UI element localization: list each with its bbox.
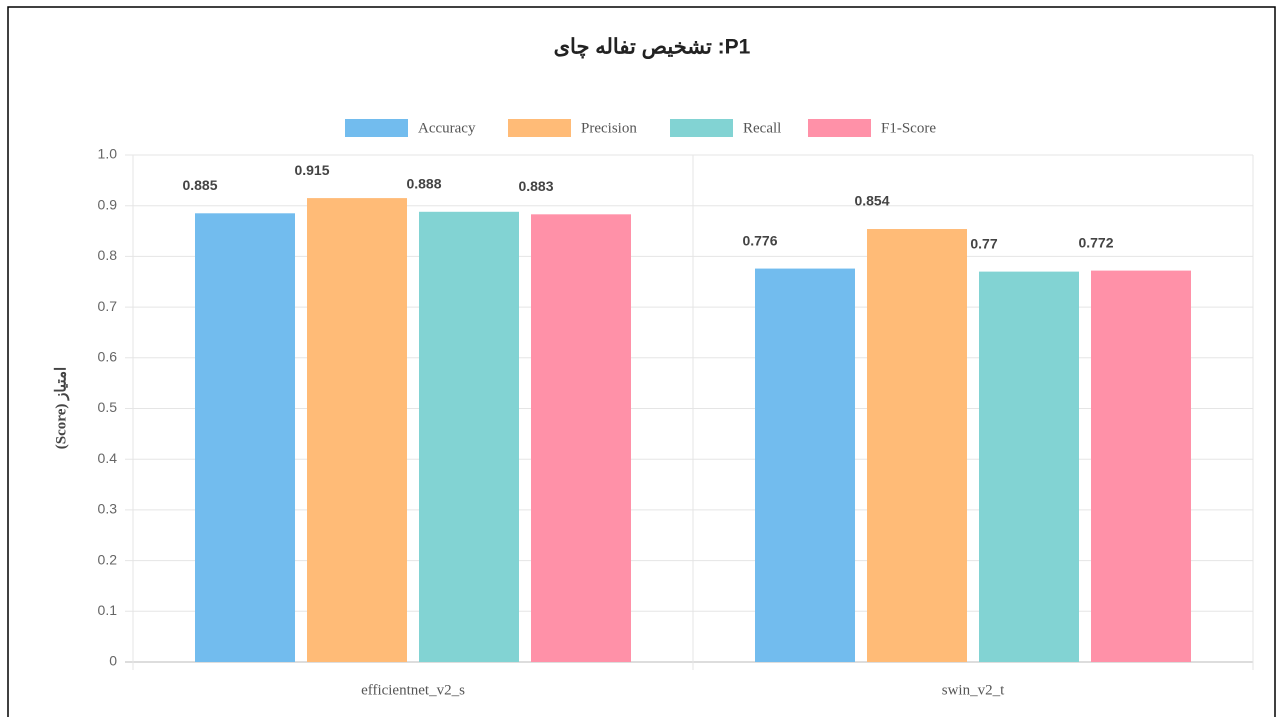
bar (307, 198, 407, 662)
y-tick-label: 0 (109, 653, 117, 669)
data-label: 0.888 (406, 175, 441, 191)
data-label: 0.915 (294, 162, 329, 178)
data-label: 0.772 (1078, 234, 1113, 250)
data-label: 0.77 (970, 235, 997, 251)
y-tick-label: 0.7 (98, 298, 118, 314)
legend-label: F1-Score (881, 120, 936, 136)
y-tick-label: 0.5 (98, 399, 118, 415)
bar (979, 271, 1079, 662)
y-tick-label: 0.1 (98, 602, 118, 618)
y-tick-label: 1.0 (98, 146, 118, 162)
bar (419, 211, 519, 662)
legend-label: Precision (581, 120, 637, 136)
y-axis-title: (Score) امتیاز (53, 367, 69, 449)
data-label: 0.885 (182, 177, 217, 193)
legend-label: Recall (743, 120, 781, 136)
data-label: 0.854 (854, 193, 889, 209)
y-tick-label: 0.4 (98, 450, 118, 466)
x-tick-label: swin_v2_t (942, 682, 1005, 698)
y-tick-label: 0.6 (98, 349, 118, 365)
y-tick-label: 0.8 (98, 247, 118, 263)
bar (1091, 270, 1191, 662)
x-tick-label: efficientnet_v2_s (361, 682, 465, 698)
legend-swatch (345, 119, 408, 137)
data-label: 0.883 (518, 178, 553, 194)
legend-swatch (808, 119, 871, 137)
y-tick-label: 0.3 (98, 501, 118, 517)
y-tick-label: 0.9 (98, 196, 118, 212)
legend-swatch (508, 119, 571, 137)
y-tick-label: 0.2 (98, 551, 118, 567)
bar (531, 214, 631, 662)
bar (867, 229, 967, 662)
data-label: 0.776 (742, 232, 777, 248)
bar (755, 268, 855, 662)
legend-swatch (670, 119, 733, 137)
bar (195, 213, 295, 662)
legend-label: Accuracy (418, 120, 476, 136)
chart-title: P1: تشخیص تفاله چای (554, 36, 751, 60)
